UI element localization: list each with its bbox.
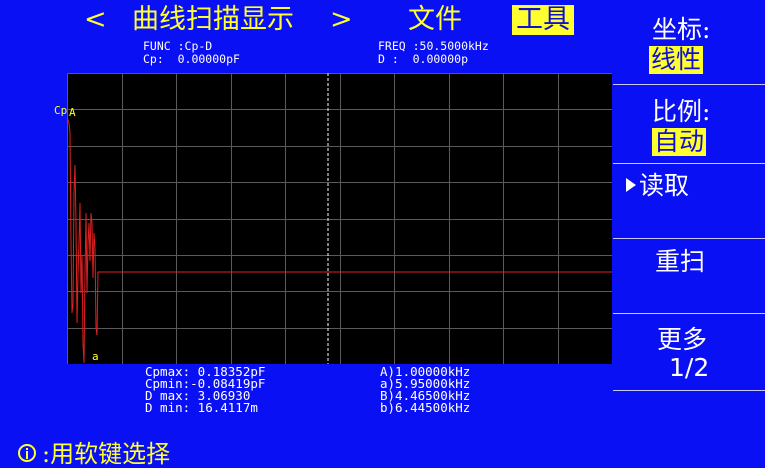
stat-dmin: D min: 16.4117m [145,400,258,415]
stat-dmax: D max: 3.06930 [145,388,251,403]
stat-cpmin: Cpmin:-0.08419pF [145,376,266,391]
softkey-divider [613,84,765,85]
stat-cpmax: Cpmax: 0.18352pF [145,364,266,379]
screen-title: 曲线扫描显示 [132,4,294,35]
softkey-rescan[interactable]: 重扫 [613,239,765,313]
softkey-more-page: 1/2 [669,353,710,382]
softkey-divider [613,163,765,164]
marker-freq-a: a)5.95000kHz [380,376,471,391]
softkey-divider [613,238,765,239]
softkey-coordinate-label: 坐标: [652,15,711,44]
cp-readout: Cp: 0.00000pF [143,52,240,66]
softkey-read[interactable]: 读取 [613,164,765,238]
softkey-scale-value: 自动 [652,127,707,156]
softkey-more-label: 更多 [657,325,708,354]
marker-freq-B: B)4.46500kHz [380,388,471,403]
softkey-scale[interactable]: 比例: 自动 [613,85,765,163]
func-readout: FUNC :Cp-D [143,39,213,53]
y-axis-label: Cp [54,104,68,117]
marker-freq-A: A)1.00000kHz [380,364,471,379]
freq-readout: FREQ :50.5000kHz [378,39,489,53]
info-circle-icon [18,444,36,462]
softkey-more[interactable]: 更多 1/2 [613,314,765,390]
softkey-divider [613,390,765,391]
selected-pointer-icon [626,178,636,192]
sweep-graph[interactable] [66,73,613,365]
softkey-coordinate-value: 线性 [649,45,704,74]
softkey-coordinate[interactable]: 坐标: 线性 [613,0,765,84]
d-readout: D : 0.00000p [378,52,469,66]
marker-freq-b: b)6.44500kHz [380,400,471,415]
next-page-arrow[interactable]: > [330,4,353,35]
softkey-divider [613,313,765,314]
graph-grid [67,73,613,365]
softkey-rescan-label: 重扫 [655,247,706,276]
sweep-graph-svg [66,73,613,365]
menu-file[interactable]: 文件 [408,4,462,35]
softkey-read-label: 读取 [639,171,690,200]
marker-lower-label: a [92,350,99,363]
prev-page-arrow[interactable]: < [84,4,107,35]
sweep-trace [66,116,612,364]
status-hint: :用软键选择 [42,440,171,468]
softkey-scale-label: 比例: [652,97,711,126]
menu-tools[interactable]: 工具 [512,5,574,35]
marker-upper-label: A [69,106,76,119]
